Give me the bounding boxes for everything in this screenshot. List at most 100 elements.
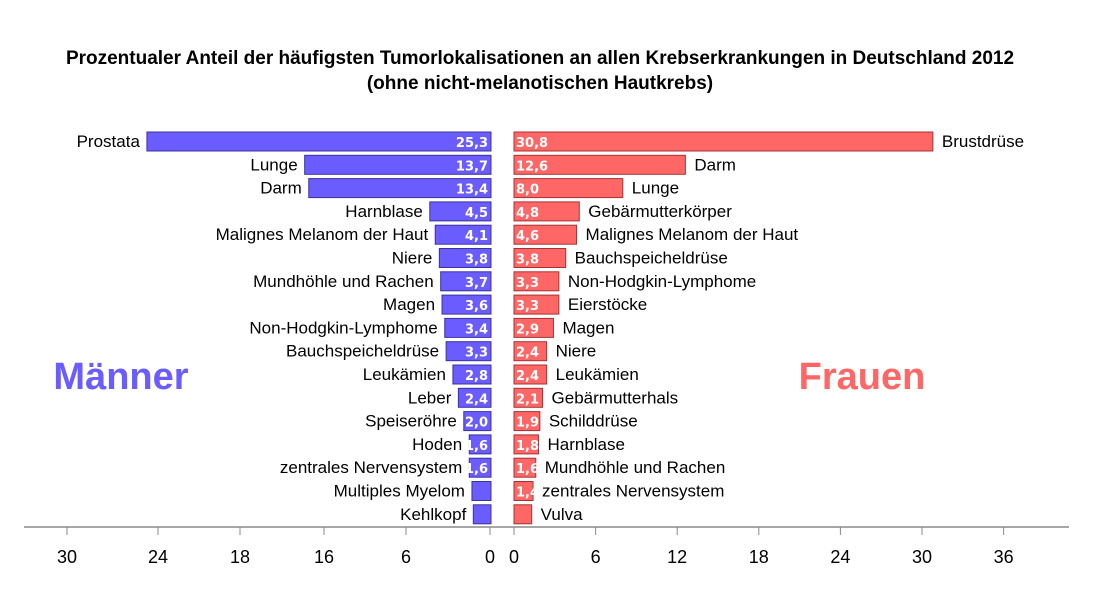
men-tick-label: 6 xyxy=(401,547,411,567)
women-bar xyxy=(513,271,560,292)
men-bar xyxy=(468,457,492,478)
x-axis: 30 24 18 16 6 0 0 6 12 18 24 30 36 xyxy=(24,526,1069,567)
women-category-label: Harnblase xyxy=(547,435,625,454)
women-bar xyxy=(513,178,624,199)
women-category-label: Malignes Melanom der Haut xyxy=(586,225,799,244)
men-bar xyxy=(452,364,492,385)
women-value-label: 2,9 xyxy=(516,322,539,337)
men-category-label: Leber xyxy=(408,388,452,407)
women-tick-label: 30 xyxy=(912,547,932,567)
women-category-label: Magen xyxy=(562,318,614,337)
women-tick-label: 36 xyxy=(994,547,1014,567)
men-value-label: 3,7 xyxy=(465,276,488,291)
women-category-label: Gebärmutterkörper xyxy=(588,202,732,221)
women-bar xyxy=(513,387,544,408)
men-bar xyxy=(438,248,492,268)
men-value-label: 3,8 xyxy=(465,253,488,268)
women-value-label: 3,3 xyxy=(516,276,539,291)
men-bar xyxy=(429,201,492,222)
men-category-label: Malignes Melanom der Haut xyxy=(216,225,429,244)
men-category-label: Prostata xyxy=(77,132,141,151)
women-category-label: Mundhöhle und Rachen xyxy=(545,458,726,477)
women-bar xyxy=(513,131,934,152)
women-value-label: 30,8 xyxy=(516,136,548,151)
men-category-label: Bauchspeicheldrüse xyxy=(286,342,439,361)
women-value-label: 2,1 xyxy=(516,392,539,407)
women-bar xyxy=(513,294,560,315)
women-value-label: 2,4 xyxy=(516,369,539,384)
women-category-label: Niere xyxy=(556,342,597,361)
men-bar xyxy=(440,271,492,292)
men-category-label: Darm xyxy=(260,179,302,198)
men-group-label: Männer xyxy=(53,356,188,398)
men-value-label: 2,0 xyxy=(465,416,488,431)
women-category-label: Gebärmutterhals xyxy=(552,388,679,407)
men-value-label: 4,1 xyxy=(465,229,488,244)
men-bar xyxy=(434,224,492,245)
women-value-label: 1,4 xyxy=(516,486,539,501)
men-value-label: 13,4 xyxy=(456,183,488,198)
men-category-label: Magen xyxy=(383,295,435,314)
chart-subtitle: (ohne nicht-melanotischen Hautkrebs) xyxy=(367,73,713,94)
women-bar xyxy=(513,434,539,455)
men-category-label: Harnblase xyxy=(345,202,423,221)
women-category-label: Bauchspeicheldrüse xyxy=(575,249,728,268)
men-tick-label: 18 xyxy=(230,547,250,567)
women-bar xyxy=(513,201,580,222)
men-bar xyxy=(471,481,492,501)
women-value-label: 12,6 xyxy=(516,159,548,174)
women-tick-label: 0 xyxy=(509,547,519,567)
men-bar xyxy=(457,387,492,408)
men-category-label: zentrales Nervensystem xyxy=(280,458,462,477)
women-group-label: Frauen xyxy=(799,356,926,398)
men-category-label: Leukämien xyxy=(363,365,446,384)
women-category-label: Schilddrüse xyxy=(549,412,638,431)
men-value-label: 2,4 xyxy=(465,392,488,407)
chart-title: Prozentualer Anteil der häufigsten Tumor… xyxy=(66,48,1014,69)
women-bar xyxy=(513,317,554,338)
women-value-label: 3,3 xyxy=(516,299,539,314)
men-tick-label: 0 xyxy=(485,547,495,567)
women-bar xyxy=(513,154,686,175)
women-category-label: Brustdrüse xyxy=(942,132,1024,151)
men-bar xyxy=(304,154,492,175)
women-value-label: 4,8 xyxy=(516,206,539,221)
men-category-label: Kehlkopf xyxy=(400,505,466,524)
women-bar xyxy=(513,411,541,432)
men-category-label: Niere xyxy=(392,249,433,268)
women-bar xyxy=(513,248,567,268)
women-category-label: Lunge xyxy=(632,179,679,198)
women-value-label: 1,8 xyxy=(516,439,539,454)
men-tick-label: 24 xyxy=(148,547,168,567)
men-category-label: Non-Hodgkin-Lymphome xyxy=(249,318,437,337)
women-category-label: Vulva xyxy=(541,505,583,524)
women-bar xyxy=(513,364,548,385)
men-bar xyxy=(441,294,492,315)
men-category-label: Multiples Myelom xyxy=(334,482,465,501)
men-bar xyxy=(472,504,492,525)
men-value-label: 3,3 xyxy=(465,346,488,361)
men-bar xyxy=(445,341,492,362)
men-category-label: Speiseröhre xyxy=(365,412,457,431)
women-value-label: 2,4 xyxy=(516,346,539,361)
men-bar xyxy=(463,411,492,432)
women-bar xyxy=(513,457,537,478)
men-bar xyxy=(444,317,492,338)
men-bar xyxy=(146,131,492,152)
men-value-label: 1,6 xyxy=(465,462,488,477)
women-bar xyxy=(513,224,578,245)
men-value-label: 13,7 xyxy=(456,159,488,174)
women-value-label: 8,0 xyxy=(516,183,539,198)
women-bar xyxy=(513,341,548,362)
men-bar xyxy=(468,434,492,455)
men-value-label: 3,6 xyxy=(465,299,488,314)
women-tick-label: 24 xyxy=(830,547,850,567)
men-tick-label: 30 xyxy=(57,547,77,567)
men-tick-label: 16 xyxy=(314,547,334,567)
men-value-label: 25,3 xyxy=(456,136,488,151)
women-bar xyxy=(513,481,534,501)
women-value-label: 1,9 xyxy=(516,416,539,431)
women-bar xyxy=(513,504,533,525)
women-value-label: 3,8 xyxy=(516,253,539,268)
women-tick-label: 12 xyxy=(667,547,687,567)
